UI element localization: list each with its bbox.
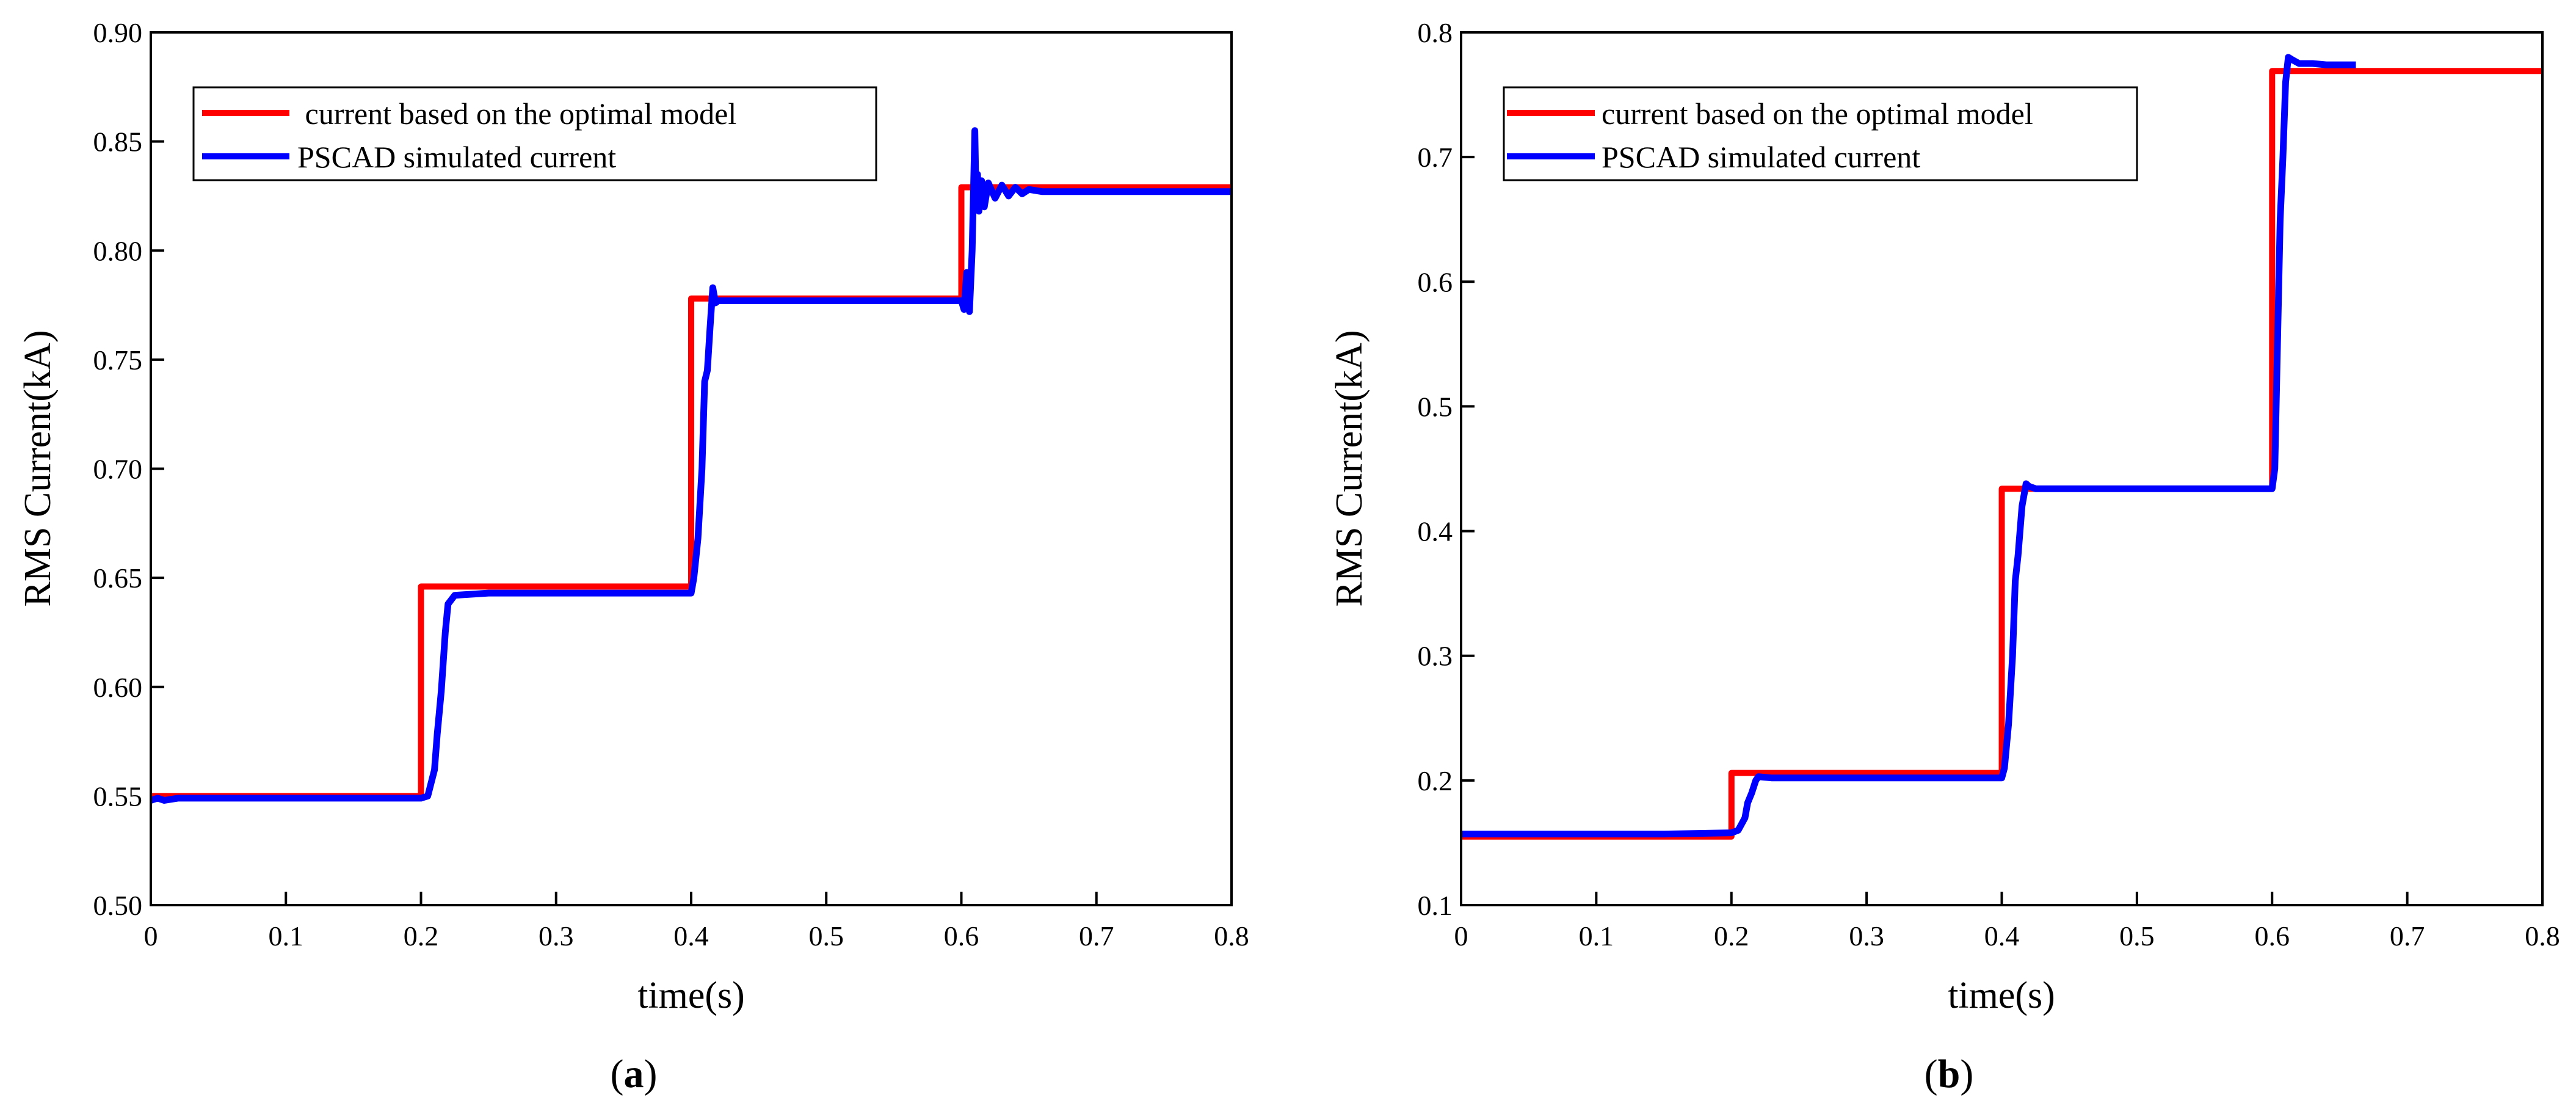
panel-b-xtick-label-4: 0.4 [1984,920,2020,952]
panel-a-ytick-label-5: 0.75 [93,344,143,376]
panel-b-caption: (b) [1925,1052,1974,1096]
panel-a-ytick-label-0: 0.50 [93,890,143,921]
panel-b-ytick-label-1: 0.2 [1418,765,1453,796]
panel-b-ytick-label-0: 0.1 [1418,890,1453,921]
panel-b-xlabel: time(s) [1948,975,2055,1016]
panel-b-xtick-label-5: 0.5 [2119,920,2155,952]
panel-b-series [1461,54,2542,840]
panel-b-x-ticks: 0 0.1 0.2 0.3 0.4 0.5 0.6 0.7 0.8 [1454,892,2560,952]
panel-b-xtick-label-8: 0.8 [2525,920,2560,952]
panel-a-xtick-label-7: 0.7 [1079,920,1114,952]
panel-b-y-ticks: 0.1 0.2 0.3 0.4 0.5 0.6 0.7 0.8 [1418,17,1475,921]
panel-b-series-optimal-model-line [1461,68,2542,840]
panel-a-legend-label-1: PSCAD simulated current [297,140,616,174]
panel-a-series [150,127,1232,804]
panel-a-ytick-label-6: 0.80 [93,235,143,266]
panel-a-ytick-label-2: 0.60 [93,672,143,703]
panel-b-ytick-label-7: 0.8 [1418,17,1453,48]
panel-a-series-optimal-model-line [151,184,1232,799]
panel-a-xtick-label-0: 0 [144,920,158,952]
panel-b-ytick-label-2: 0.3 [1418,641,1453,672]
panel-a-ytick-label-8: 0.90 [93,17,143,48]
panel-a-legend-label-0: current based on the optimal model [297,96,736,131]
panel-a-xtick-label-2: 0.2 [404,920,439,952]
panel-b-xtick-label-0: 0 [1454,920,1468,952]
panel-b-xtick-label-1: 0.1 [1579,920,1614,952]
panel-b-legend: current based on the optimal model PSCAD… [1503,86,2138,181]
panel-a-y-ticks: 0.50 0.55 0.60 0.65 0.70 0.75 0.80 0.85 0.90 [93,17,164,921]
panel-b-caption-letter: b [1938,1052,1961,1096]
panel-a-xtick-label-6: 0.6 [944,920,979,952]
panel-b-series-pscad-simulated-line [1461,54,2356,838]
chart-panel-a: 0.500.550.600.650.700.750.800.850.90 0 0.… [17,17,1249,1096]
panel-a-x-ticks: 0 0.1 0.2 0.3 0.4 0.5 0.6 0.7 0.8 [144,892,1249,952]
panel-b-plot-frame [1460,31,2544,906]
panel-b-xtick-label-2: 0.2 [1714,920,1749,952]
panel-a-plot-frame [150,31,1233,906]
panel-a-ytick-label-3: 0.65 [93,562,143,594]
panel-a-caption-close: ) [644,1052,658,1096]
panel-a-legend: current based on the optimal model PSCAD… [192,86,877,181]
panel-b-xtick-label-6: 0.6 [2255,920,2290,952]
chart-panel-b: 0.10.20.30.40.50.60.70.8 0 0.1 0.2 0.3 0.4 0.… [1329,17,2560,1096]
panel-b-ytick-label-6: 0.7 [1418,142,1453,173]
panel-a-ytick-label-1: 0.55 [93,781,143,812]
panel-a-xlabel: time(s) [637,975,745,1016]
panel-b-caption-open: ( [1925,1052,1938,1096]
panel-a-legend-box [192,86,877,181]
panel-b-ytick-label-4: 0.5 [1418,391,1453,422]
panel-b-legend-box [1503,86,2138,181]
panel-a-ytick-label-4: 0.70 [93,454,143,485]
panel-b-ylabel: RMS Current(kA) [1329,330,1370,607]
panel-a-caption: (a) [611,1052,658,1096]
panel-b-ytick-label-3: 0.4 [1418,516,1453,547]
panel-a-xtick-label-5: 0.5 [809,920,844,952]
panel-a-ylabel: RMS Current(kA) [17,330,59,607]
panel-a-xtick-label-1: 0.1 [269,920,304,952]
panel-b-xtick-label-7: 0.7 [2390,920,2425,952]
panel-a-caption-letter: a [624,1052,644,1096]
panel-a-ytick-label-7: 0.85 [93,126,143,158]
panel-b-caption-close: ) [1960,1052,1973,1096]
panel-b-legend-label-0: current based on the optimal model [1602,96,2033,131]
panel-b-xtick-label-3: 0.3 [1849,920,1884,952]
panel-a-xtick-label-8: 0.8 [1214,920,1249,952]
panel-b-ytick-label-5: 0.6 [1418,266,1453,297]
panel-a-series-pscad-simulated-line [150,127,1232,804]
panel-a-xtick-label-3: 0.3 [539,920,574,952]
panel-a-caption-open: ( [611,1052,624,1096]
panel-a-xtick-label-4: 0.4 [673,920,709,952]
panel-b-legend-label-1: PSCAD simulated current [1602,140,1920,174]
